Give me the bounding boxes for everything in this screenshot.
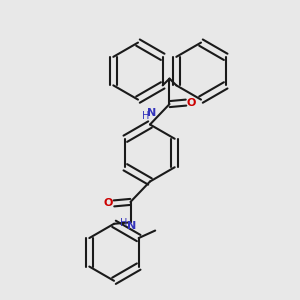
Text: H: H [120,218,128,228]
Text: H: H [142,111,149,121]
Text: N: N [147,108,156,118]
Text: O: O [187,98,196,108]
Text: N: N [128,221,136,231]
Text: O: O [104,198,113,208]
